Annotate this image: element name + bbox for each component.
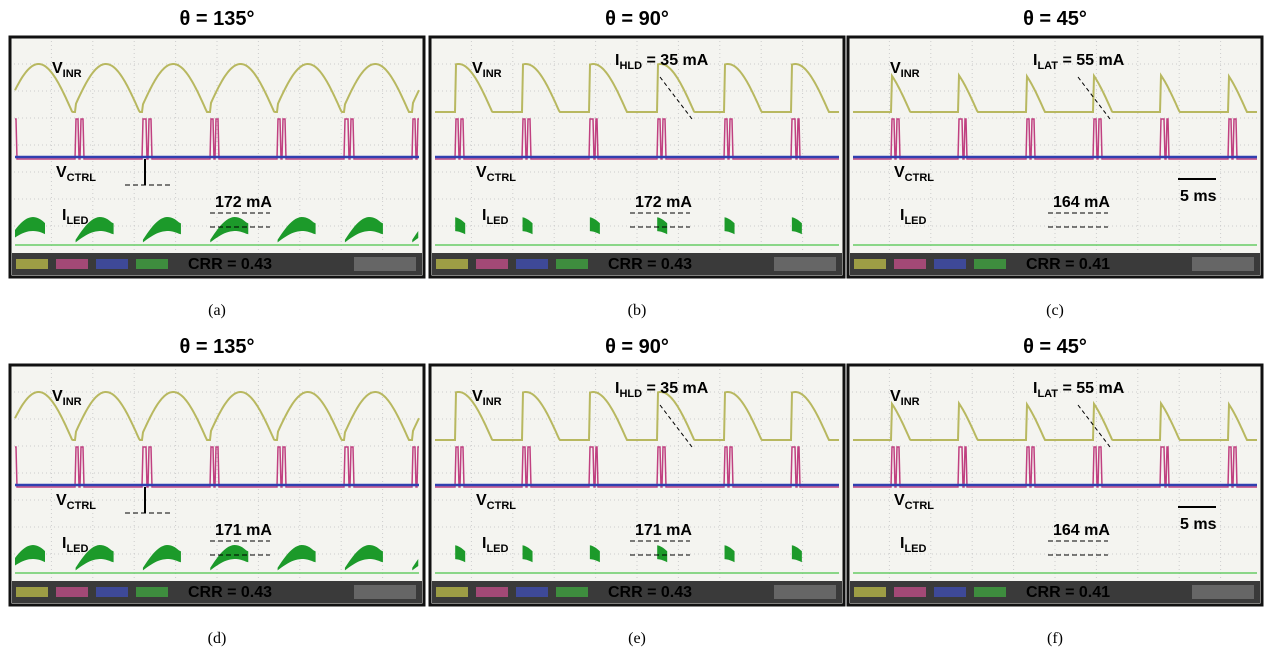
current-label: 164 mA <box>1053 522 1110 539</box>
current-label: 164 mA <box>1053 194 1110 211</box>
crr-label: CRR = 0.41 <box>1026 256 1110 273</box>
current-label: 172 mA <box>215 194 272 211</box>
vctrl-label-main: V <box>476 492 487 509</box>
vinr-label-main: V <box>890 60 901 77</box>
channel-box <box>894 587 926 597</box>
note-label-rest: = 35 mA <box>642 52 709 69</box>
panel-title: θ = 45° <box>1023 336 1087 358</box>
vctrl-label-sub: CTRL <box>487 172 517 184</box>
panel-caption: (e) <box>628 630 646 647</box>
note-label-sub: HLD <box>619 60 642 72</box>
current-label: 171 mA <box>635 522 692 539</box>
channel-box <box>556 259 588 269</box>
iled-label-sub: LED <box>486 215 508 227</box>
channel-box <box>934 587 966 597</box>
channel-box <box>56 259 88 269</box>
timebase-box <box>1192 585 1254 599</box>
note-label-sub: LAT <box>1037 60 1058 72</box>
vctrl-label-sub: CTRL <box>67 172 97 184</box>
timebase-box <box>774 257 836 271</box>
scale-label: 5 ms <box>1180 516 1217 533</box>
panel-title: θ = 135° <box>180 8 255 30</box>
channel-box <box>854 259 886 269</box>
crr-label: CRR = 0.43 <box>188 256 272 273</box>
vctrl-label-main: V <box>56 164 67 181</box>
channel-box <box>16 259 48 269</box>
channel-box <box>16 587 48 597</box>
vinr-label-main: V <box>52 60 63 77</box>
crr-label: CRR = 0.43 <box>608 584 692 601</box>
channel-box <box>854 587 886 597</box>
channel-box <box>436 587 468 597</box>
note-label-rest: = 55 mA <box>1058 380 1125 397</box>
channel-box <box>136 587 168 597</box>
channel-box <box>436 259 468 269</box>
current-label: 172 mA <box>635 194 692 211</box>
channel-box <box>136 259 168 269</box>
vinr-label-sub: INR <box>483 396 502 408</box>
iled-label-sub: LED <box>904 543 926 555</box>
iled-label-sub: LED <box>66 543 88 555</box>
panel-caption: (b) <box>628 302 647 319</box>
timebase-box <box>354 257 416 271</box>
note-label-rest: = 55 mA <box>1058 52 1125 69</box>
channel-box <box>516 587 548 597</box>
timebase-box <box>1192 257 1254 271</box>
vinr-label-main: V <box>472 60 483 77</box>
timebase-box <box>354 585 416 599</box>
panel-title: θ = 90° <box>605 336 669 358</box>
panel-caption: (f) <box>1047 630 1063 647</box>
iled-label-sub: LED <box>486 543 508 555</box>
channel-box <box>974 259 1006 269</box>
vctrl-label-main: V <box>56 492 67 509</box>
note-label-sub: HLD <box>619 388 642 400</box>
vctrl-label-sub: CTRL <box>905 172 935 184</box>
channel-box <box>476 259 508 269</box>
current-label: 171 mA <box>215 522 272 539</box>
channel-box <box>516 259 548 269</box>
panel-title: θ = 135° <box>180 336 255 358</box>
scale-label: 5 ms <box>1180 188 1217 205</box>
iled-label-sub: LED <box>904 215 926 227</box>
channel-box <box>96 259 128 269</box>
vctrl-label-main: V <box>476 164 487 181</box>
crr-label: CRR = 0.43 <box>188 584 272 601</box>
vinr-label-sub: INR <box>901 68 920 80</box>
crr-label: CRR = 0.43 <box>608 256 692 273</box>
channel-box <box>476 587 508 597</box>
figure: θ = 135°(a)VINRVCTRLILED172 mACRR = 0.43… <box>0 0 1264 654</box>
vctrl-label-sub: CTRL <box>905 500 935 512</box>
vinr-label-sub: INR <box>63 396 82 408</box>
note-label-rest: = 35 mA <box>642 380 709 397</box>
channel-box <box>556 587 588 597</box>
panel-caption: (d) <box>208 630 227 647</box>
note-label-sub: LAT <box>1037 388 1058 400</box>
vinr-label-sub: INR <box>483 68 502 80</box>
panel-caption: (a) <box>208 302 226 319</box>
vctrl-label-sub: CTRL <box>487 500 517 512</box>
vinr-label-main: V <box>890 388 901 405</box>
crr-label: CRR = 0.41 <box>1026 584 1110 601</box>
iled-label-sub: LED <box>66 215 88 227</box>
channel-box <box>974 587 1006 597</box>
channel-box <box>894 259 926 269</box>
channel-box <box>934 259 966 269</box>
panel-caption: (c) <box>1046 302 1064 319</box>
vinr-label-sub: INR <box>901 396 920 408</box>
vctrl-label-main: V <box>894 492 905 509</box>
channel-box <box>96 587 128 597</box>
channel-box <box>56 587 88 597</box>
vctrl-label-sub: CTRL <box>67 500 97 512</box>
timebase-box <box>774 585 836 599</box>
vctrl-label-main: V <box>894 164 905 181</box>
panel-title: θ = 90° <box>605 8 669 30</box>
vinr-label-main: V <box>472 388 483 405</box>
panel-title: θ = 45° <box>1023 8 1087 30</box>
vinr-label-sub: INR <box>63 68 82 80</box>
vinr-label-main: V <box>52 388 63 405</box>
